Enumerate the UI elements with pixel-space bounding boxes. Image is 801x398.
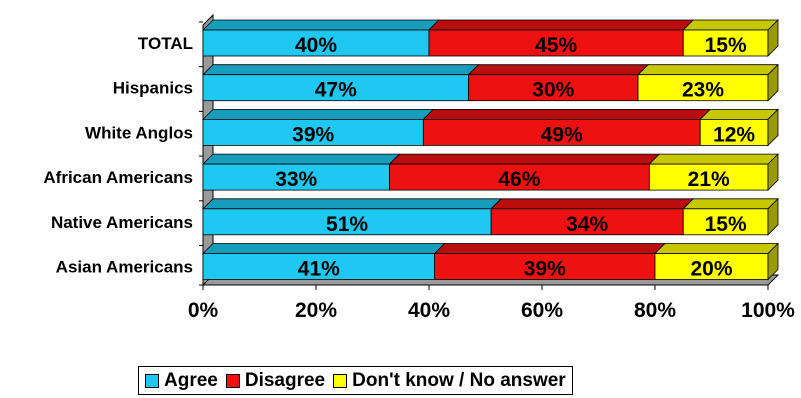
data-label: 46% — [498, 168, 540, 191]
bar-top — [202, 109, 435, 120]
bar-segment — [202, 208, 492, 236]
bar-side — [767, 63, 779, 102]
legend-swatch-agree — [145, 373, 159, 388]
bar-top — [699, 109, 779, 120]
bar-segment — [202, 253, 436, 280]
data-label: 49% — [541, 123, 583, 146]
x-tick-label: 60% — [521, 299, 563, 322]
legend-swatch-dont-know — [333, 373, 348, 388]
bar-top — [654, 243, 779, 254]
bar-segment — [648, 163, 769, 191]
data-label: 21% — [688, 168, 730, 191]
bar-top — [202, 64, 480, 76]
bar-segment — [434, 253, 656, 280]
bar-segment — [202, 74, 469, 102]
legend-label-agree: Agree — [164, 369, 218, 391]
legend-item-agree: Agree — [145, 370, 218, 392]
bar-top — [202, 19, 440, 31]
labels: 0% 20% 40% 60% 80% 100% TOTAL 40% 45% 15% Hispanic… — [43, 34, 795, 322]
bar-segment — [422, 119, 701, 146]
legend-item-disagree: Disagree — [225, 369, 326, 392]
bar-top — [202, 153, 401, 165]
bar-segment — [202, 119, 424, 146]
category-label: White Anglos — [85, 123, 193, 142]
legend-label-disagree: Disagree — [244, 369, 326, 391]
x-tick-label: 20% — [295, 299, 337, 322]
bar-top — [388, 153, 661, 165]
category-label: TOTAL — [138, 34, 193, 53]
bar-segment — [682, 29, 769, 57]
data-label: 34% — [566, 213, 608, 236]
bar-side — [767, 197, 779, 236]
bar-side — [767, 242, 779, 281]
bar-segment — [699, 119, 769, 146]
bar-segment — [654, 253, 769, 280]
legend-label-dont-know: Don't know / No answer — [352, 369, 566, 391]
bar-top — [637, 64, 779, 76]
legend-swatch-disagree — [225, 373, 240, 388]
category-label: Native Americans — [51, 213, 193, 232]
bar-side — [767, 153, 779, 192]
bar-top — [202, 243, 446, 254]
bar-segment — [682, 208, 769, 236]
x-tick-label: 0% — [188, 299, 219, 322]
data-label: 51% — [326, 213, 368, 236]
bar-segment — [428, 29, 684, 57]
data-label: 20% — [690, 258, 732, 281]
legend-item-dont-know: Don't know / No answer — [333, 370, 566, 392]
data-label: 41% — [298, 258, 340, 281]
x-tick-label: 100% — [741, 299, 795, 322]
category-label: Hispanics — [113, 79, 193, 98]
bar-segment — [468, 74, 639, 102]
bar-top — [202, 198, 503, 210]
data-label: 15% — [705, 213, 747, 236]
bar-top — [490, 198, 695, 210]
data-label: 33% — [275, 168, 317, 191]
bar-side — [767, 108, 779, 147]
data-label: 47% — [315, 79, 357, 102]
bar-top — [682, 19, 779, 31]
legend: Agree Disagree Don't know / No answer — [138, 366, 573, 395]
stacked-bar-chart: 0% 20% 40% 60% 80% 100% TOTAL 40% 45% 15% Hispanic… — [43, 13, 795, 322]
bar-top — [648, 153, 779, 165]
bar-top — [682, 198, 779, 210]
data-label: 30% — [532, 79, 574, 102]
bar-top — [467, 64, 650, 76]
data-label: 39% — [292, 123, 334, 146]
x-tick-label: 80% — [634, 299, 676, 322]
data-label: 15% — [705, 34, 747, 57]
data-label: 40% — [295, 34, 337, 57]
bar-segment — [637, 74, 769, 102]
bar-top — [433, 243, 666, 254]
bar-side — [767, 19, 779, 57]
bars — [202, 19, 779, 281]
data-label: 45% — [535, 34, 577, 57]
bar-segment — [490, 208, 684, 236]
data-label: 12% — [713, 123, 755, 146]
category-label: African Americans — [43, 168, 193, 187]
data-label: 39% — [524, 258, 566, 281]
bar-segment — [202, 163, 390, 191]
category-label: Asian Americans — [56, 258, 193, 277]
data-label: 23% — [682, 79, 724, 102]
bar-segment — [389, 163, 650, 191]
x-tick-label: 40% — [408, 299, 450, 322]
bar-top — [428, 19, 695, 31]
bar-top — [422, 109, 712, 120]
